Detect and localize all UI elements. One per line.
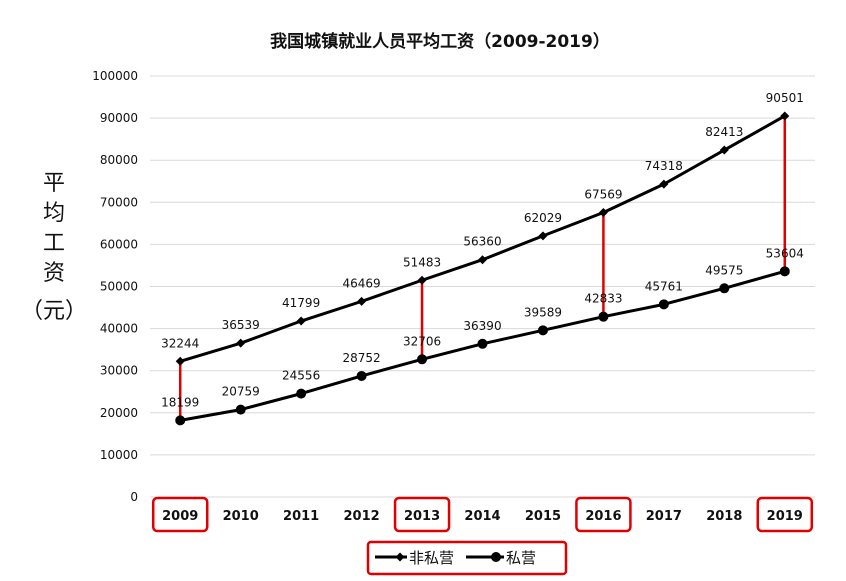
- y-axis-label-char: 资: [43, 261, 65, 286]
- gap-connectors: [178, 115, 787, 421]
- data-point: [175, 356, 185, 366]
- data-label: 67569: [584, 188, 622, 202]
- data-point: [175, 415, 186, 426]
- y-tick-label: 80000: [100, 153, 138, 167]
- data-point: [296, 316, 306, 326]
- y-axis-label-char: 工: [43, 231, 65, 256]
- data-point: [719, 283, 730, 294]
- y-tick-label: 50000: [100, 280, 138, 294]
- legend: 非私营 私营: [366, 540, 568, 576]
- legend-label: 私营: [506, 549, 536, 567]
- y-tick-label: 10000: [100, 448, 138, 462]
- x-tick-label: 2018: [706, 509, 742, 524]
- data-label: 32244: [161, 336, 199, 350]
- y-tick-label: 90000: [100, 111, 138, 125]
- legend-box: [366, 540, 568, 576]
- series-lines: [175, 111, 790, 426]
- data-point: [417, 275, 427, 285]
- data-point: [538, 231, 548, 241]
- data-point: [658, 299, 669, 310]
- highlight-box: [575, 496, 632, 533]
- chart-title: 我国城镇就业人员平均工资（2009-2019）: [270, 31, 610, 52]
- data-point: [719, 145, 729, 155]
- x-tick-label: 2010: [223, 509, 259, 524]
- data-label: 62029: [524, 211, 562, 225]
- data-point: [598, 208, 608, 218]
- data-label: 28752: [342, 351, 380, 365]
- highlight-box: [393, 496, 451, 533]
- y-axis-label-char: 平: [43, 171, 65, 196]
- y-tick-label: 100000: [92, 69, 138, 83]
- data-label: 74318: [645, 159, 683, 173]
- y-tick-label: 70000: [100, 195, 138, 209]
- data-label: 42833: [584, 292, 622, 306]
- data-label: 36539: [222, 318, 260, 332]
- data-point: [357, 296, 367, 306]
- data-label: 36390: [463, 319, 501, 333]
- data-point: [417, 354, 428, 365]
- y-tick-label: 30000: [100, 364, 138, 378]
- data-point: [478, 255, 487, 265]
- x-axis-ticks: 2009 2010 2011 2012 2013 2014 2015 2016 2017 2018…: [151, 496, 814, 533]
- data-point: [477, 338, 488, 349]
- data-point: [235, 404, 246, 415]
- highlight-box: [151, 496, 209, 533]
- data-point: [659, 179, 669, 189]
- x-tick-label: 2015: [525, 509, 561, 524]
- highlight-box: [756, 496, 814, 533]
- data-point: [537, 325, 548, 336]
- data-label: 18199: [161, 395, 199, 409]
- legend-marker: [395, 552, 405, 562]
- x-tick-label: 2014: [464, 509, 500, 524]
- data-label: 90501: [766, 91, 804, 105]
- x-tick-label: 2009: [162, 509, 198, 524]
- data-label: 45761: [645, 279, 683, 293]
- data-point: [356, 370, 367, 381]
- x-tick-label: 2013: [404, 509, 440, 524]
- x-tick-label: 2016: [585, 509, 621, 524]
- x-tick-label: 2012: [343, 509, 379, 524]
- y-tick-label: 0: [130, 490, 138, 504]
- y-axis-label-char: （元）: [21, 299, 87, 324]
- y-tick-label: 20000: [100, 406, 138, 420]
- y-axis-label: 平 均 工 资 （元）: [21, 171, 87, 324]
- legend-marker: [491, 552, 501, 562]
- data-point: [296, 388, 307, 399]
- data-point: [598, 311, 609, 322]
- data-label: 51483: [403, 255, 441, 269]
- data-label: 53604: [766, 246, 804, 260]
- x-tick-label: 2011: [283, 509, 319, 524]
- data-label: 56360: [463, 235, 501, 249]
- y-tick-label: 40000: [100, 322, 138, 336]
- y-axis-label-char: 均: [43, 201, 65, 226]
- legend-label: 非私营: [409, 549, 454, 567]
- data-label: 20759: [222, 385, 260, 399]
- y-axis-ticks: 0 10000 20000 30000 40000 50000 60000 70000 8000…: [92, 69, 138, 504]
- x-tick-label: 2017: [646, 509, 682, 524]
- data-point: [780, 111, 790, 121]
- grid: [150, 75, 815, 498]
- data-label: 46469: [342, 276, 380, 290]
- data-label: 82413: [705, 125, 743, 139]
- data-label: 41799: [282, 296, 320, 310]
- data-label: 24556: [282, 369, 320, 383]
- data-point: [779, 266, 790, 277]
- x-tick-label: 2019: [767, 509, 803, 524]
- y-tick-label: 60000: [100, 237, 138, 251]
- data-labels: 32244 36539 41799 46469 51483 56360 62029 67569…: [161, 91, 804, 409]
- data-point: [236, 338, 246, 348]
- data-label: 39589: [524, 305, 562, 319]
- data-label: 32706: [403, 334, 441, 348]
- data-label: 49575: [705, 263, 743, 277]
